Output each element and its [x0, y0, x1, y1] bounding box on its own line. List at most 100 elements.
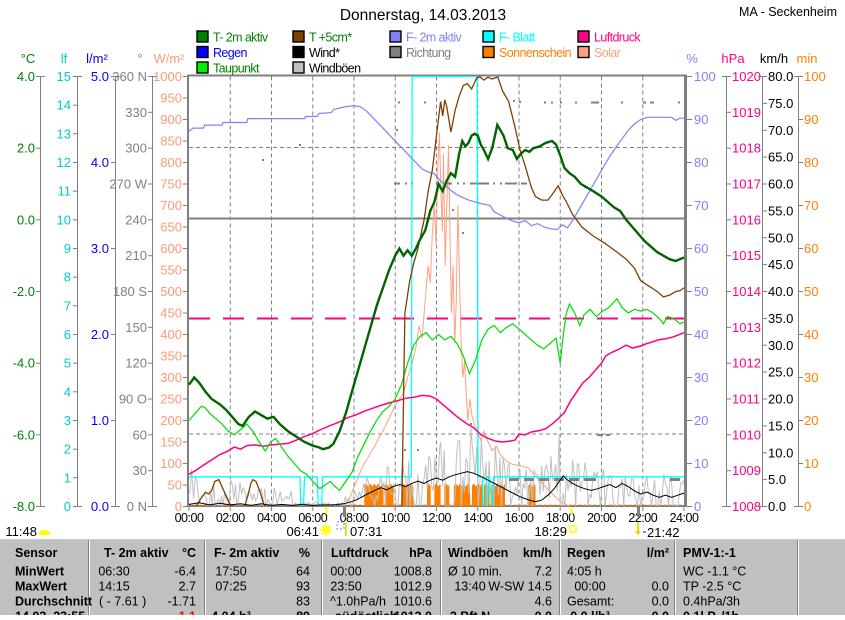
svg-text:5.0: 5.0: [91, 69, 109, 84]
svg-text:10.0: 10.0: [768, 445, 793, 460]
svg-text:14:00: 14:00: [463, 511, 492, 525]
svg-text:MA - Seckenheim: MA - Seckenheim: [739, 5, 837, 19]
svg-text:km/h: km/h: [760, 51, 788, 66]
svg-text:4.0: 4.0: [17, 69, 35, 84]
svg-text:07:25: 07:25: [215, 580, 246, 594]
svg-text:93: 93: [296, 580, 310, 594]
svg-text:W-SW 14.5: W-SW 14.5: [488, 580, 552, 594]
svg-text:11:48: 11:48: [5, 524, 37, 539]
svg-text:65.0: 65.0: [768, 150, 793, 165]
svg-text:%: %: [299, 546, 310, 560]
svg-text:90 O: 90 O: [119, 392, 147, 407]
svg-text:Richtung: Richtung: [406, 46, 451, 60]
svg-text:Windböen: Windböen: [448, 546, 508, 560]
svg-text:120: 120: [125, 356, 147, 371]
svg-text:22:00: 22:00: [628, 511, 657, 525]
svg-text:15: 15: [57, 69, 71, 84]
svg-text:0.0: 0.0: [652, 580, 669, 594]
svg-text:450: 450: [160, 306, 182, 321]
svg-text:0.4hPa/3h: 0.4hPa/3h: [683, 595, 740, 609]
svg-text:20.0: 20.0: [768, 392, 793, 407]
svg-text:250: 250: [160, 392, 182, 407]
svg-text:0: 0: [694, 499, 701, 514]
svg-text:400: 400: [160, 327, 182, 342]
svg-text:PMV-1:-1: PMV-1:-1: [683, 546, 736, 560]
svg-text:-1.1: -1.1: [174, 610, 196, 616]
svg-text:1015: 1015: [732, 248, 761, 263]
svg-text:F- Blatt: F- Blatt: [499, 31, 536, 45]
svg-text:4:05 h: 4:05 h: [567, 565, 602, 579]
svg-text:350: 350: [160, 349, 182, 364]
svg-text:0: 0: [175, 499, 182, 514]
svg-text:2.0: 2.0: [91, 327, 109, 342]
svg-text:02:00: 02:00: [216, 511, 245, 525]
svg-text:700: 700: [160, 198, 182, 213]
svg-text:-6.0: -6.0: [13, 427, 35, 442]
svg-text:0.1l P../1h: 0.1l P../1h: [683, 610, 739, 616]
svg-text:Regen: Regen: [567, 546, 605, 560]
svg-text:06:30: 06:30: [98, 565, 129, 579]
svg-text:300: 300: [125, 141, 147, 156]
svg-text:1.0: 1.0: [91, 413, 109, 428]
svg-text:100: 100: [694, 69, 716, 84]
svg-text:1016: 1016: [732, 212, 761, 227]
svg-text:750: 750: [160, 177, 182, 192]
svg-text:12:00: 12:00: [422, 511, 451, 525]
svg-text:550: 550: [160, 263, 182, 278]
svg-text:14: 14: [57, 98, 71, 113]
svg-text:10: 10: [804, 456, 818, 471]
svg-text:18:29: 18:29: [534, 524, 567, 539]
svg-text:100: 100: [804, 69, 826, 84]
svg-text:64: 64: [296, 565, 310, 579]
svg-text:12: 12: [57, 155, 71, 170]
svg-text:24:00: 24:00: [670, 511, 699, 525]
svg-text:08:00: 08:00: [340, 511, 369, 525]
svg-text:60: 60: [804, 241, 818, 256]
svg-text:40: 40: [694, 327, 708, 342]
svg-text:9: 9: [64, 241, 71, 256]
svg-text:30.0: 30.0: [768, 338, 793, 353]
svg-text:°: °: [137, 51, 142, 66]
svg-text:0: 0: [64, 499, 71, 514]
svg-text:Donnerstag, 14.03.2013: Donnerstag, 14.03.2013: [340, 7, 506, 24]
svg-text:1008.8: 1008.8: [394, 565, 432, 579]
svg-text:lf: lf: [61, 51, 68, 66]
svg-text:0: 0: [804, 499, 811, 514]
svg-text:00:00: 00:00: [175, 511, 204, 525]
svg-text:7: 7: [64, 298, 71, 313]
svg-text:40: 40: [804, 327, 818, 342]
svg-text:60: 60: [133, 427, 147, 442]
svg-text:3.0: 3.0: [91, 241, 109, 256]
svg-text:l/m²: l/m²: [647, 546, 669, 560]
svg-text:650: 650: [160, 220, 182, 235]
svg-text:07:31: 07:31: [350, 524, 383, 539]
svg-text:Sonnenschein: Sonnenschein: [499, 46, 572, 60]
svg-text:150: 150: [160, 435, 182, 450]
svg-text:2.7: 2.7: [179, 580, 196, 594]
svg-text:2: 2: [64, 442, 71, 457]
svg-text:2 Bft N: 2 Bft N: [450, 610, 490, 616]
svg-text:0.0: 0.0: [91, 499, 109, 514]
svg-text:100: 100: [160, 456, 182, 471]
svg-text:330: 330: [125, 105, 147, 120]
svg-text:89: 89: [296, 610, 310, 616]
svg-text:W/m²: W/m²: [153, 51, 185, 66]
svg-text:6: 6: [64, 327, 71, 342]
svg-text:WC -1.1 °C: WC -1.1 °C: [683, 565, 746, 579]
svg-text:-2.0: -2.0: [13, 284, 35, 299]
svg-text:180 S: 180 S: [113, 284, 147, 299]
svg-text:Taupunkt: Taupunkt: [213, 62, 260, 76]
svg-text:TP -2.5 °C: TP -2.5 °C: [683, 580, 741, 594]
svg-text:90: 90: [804, 112, 818, 127]
svg-text:80: 80: [694, 155, 708, 170]
svg-text:1014: 1014: [732, 284, 761, 299]
svg-text:1013: 1013: [732, 320, 761, 335]
svg-text:Ø 10 min.: Ø 10 min.: [448, 565, 502, 579]
svg-text:5.0: 5.0: [768, 472, 786, 487]
svg-text:südöstlich: südöstlich: [335, 610, 398, 616]
svg-text:-4.0: -4.0: [13, 356, 35, 371]
svg-text:13:40: 13:40: [454, 580, 485, 594]
svg-text:4.6: 4.6: [535, 595, 552, 609]
svg-text:0 N: 0 N: [127, 499, 147, 514]
svg-text:850: 850: [160, 134, 182, 149]
